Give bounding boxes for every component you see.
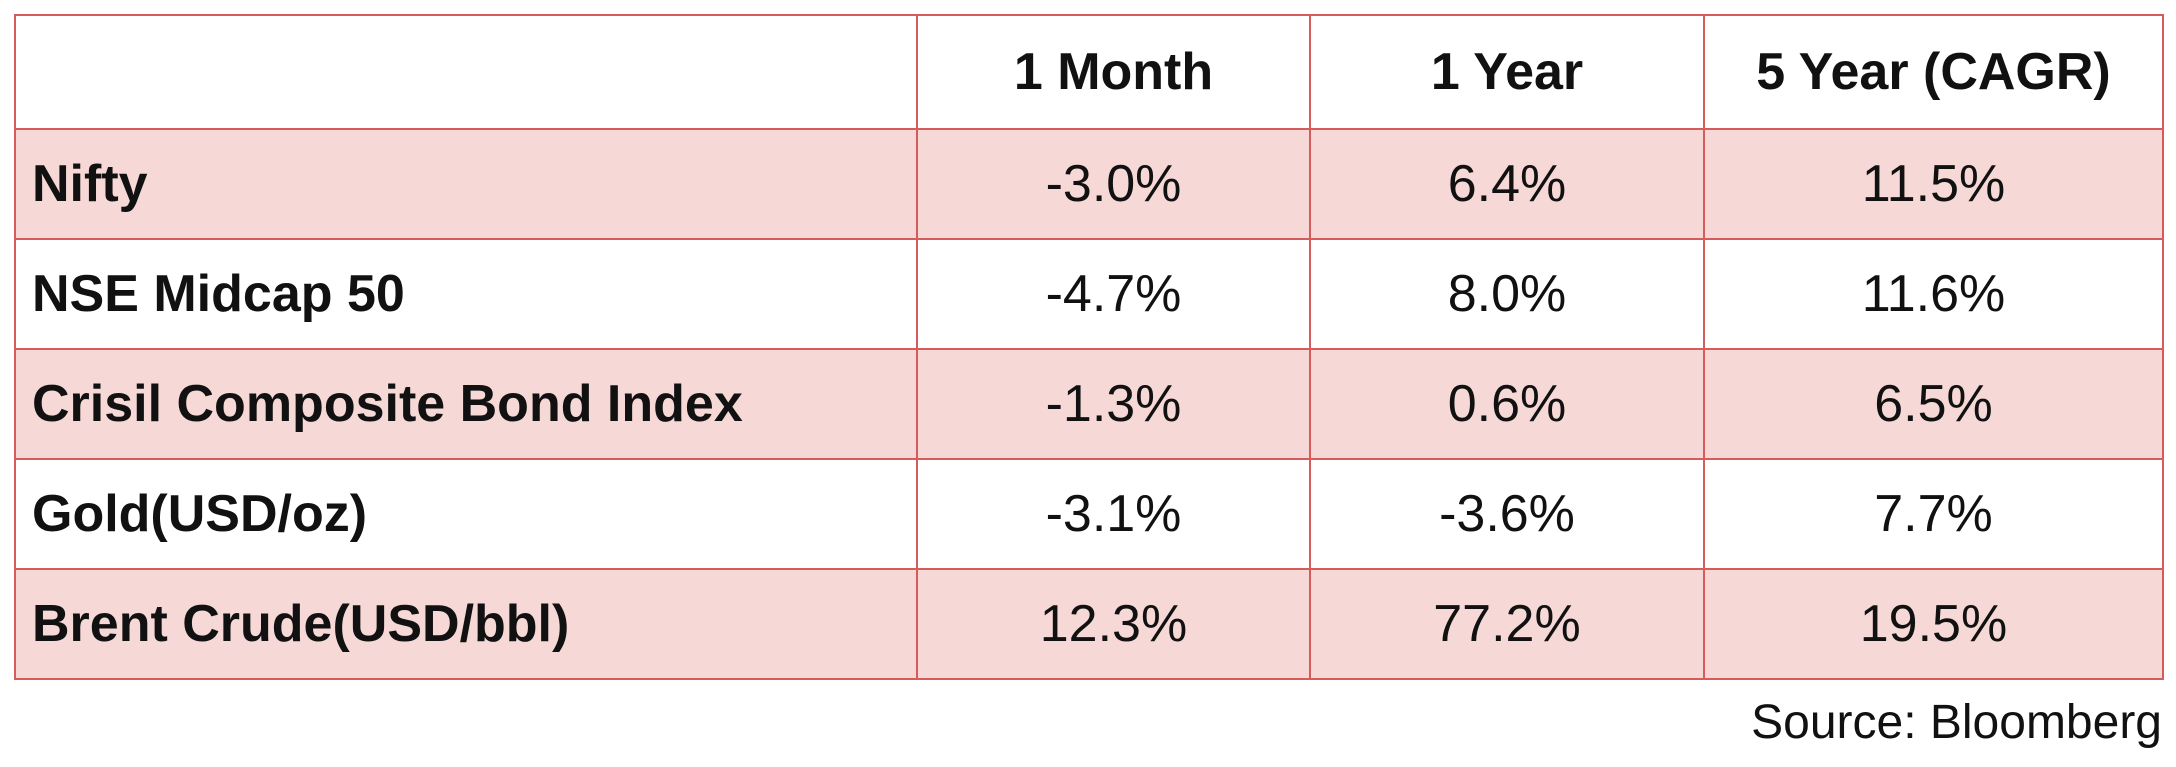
value-cell: -3.1% [916,458,1311,570]
value-cell: 6.4% [1309,128,1705,240]
value-cell: -3.6% [1309,458,1705,570]
value-cell: 7.7% [1703,458,2164,570]
row-label: Crisil Composite Bond Index [14,348,918,460]
row-label: Brent Crude(USD/bbl) [14,568,918,680]
source-note: Source: Bloomberg [1751,696,2162,749]
header-cell: 1 Month [916,14,1311,130]
value-cell: 77.2% [1309,568,1705,680]
value-cell: 8.0% [1309,238,1705,350]
header-row: 1 Month 1 Year 5 Year (CAGR) [14,14,2164,130]
table-row: Nifty -3.0% 6.4% 11.5% [14,128,2164,240]
table-row: Gold(USD/oz) -3.1% -3.6% 7.7% [14,458,2164,570]
value-cell: 12.3% [916,568,1311,680]
value-cell: 11.6% [1703,238,2164,350]
row-label: NSE Midcap 50 [14,238,918,350]
table-row: Brent Crude(USD/bbl) 12.3% 77.2% 19.5% [14,568,2164,680]
value-cell: -3.0% [916,128,1311,240]
header-cell [14,14,918,130]
table-row: Crisil Composite Bond Index -1.3% 0.6% 6.5% [14,348,2164,460]
header-cell: 1 Year [1309,14,1705,130]
value-cell: 6.5% [1703,348,2164,460]
returns-table: 1 Month 1 Year 5 Year (CAGR) Nifty -3.0% 6.4… [14,14,2164,680]
table-row: NSE Midcap 50 -4.7% 8.0% 11.6% [14,238,2164,350]
value-cell: -1.3% [916,348,1311,460]
row-label: Nifty [14,128,918,240]
value-cell: 11.5% [1703,128,2164,240]
header-cell: 5 Year (CAGR) [1703,14,2164,130]
value-cell: -4.7% [916,238,1311,350]
row-label: Gold(USD/oz) [14,458,918,570]
value-cell: 0.6% [1309,348,1705,460]
value-cell: 19.5% [1703,568,2164,680]
